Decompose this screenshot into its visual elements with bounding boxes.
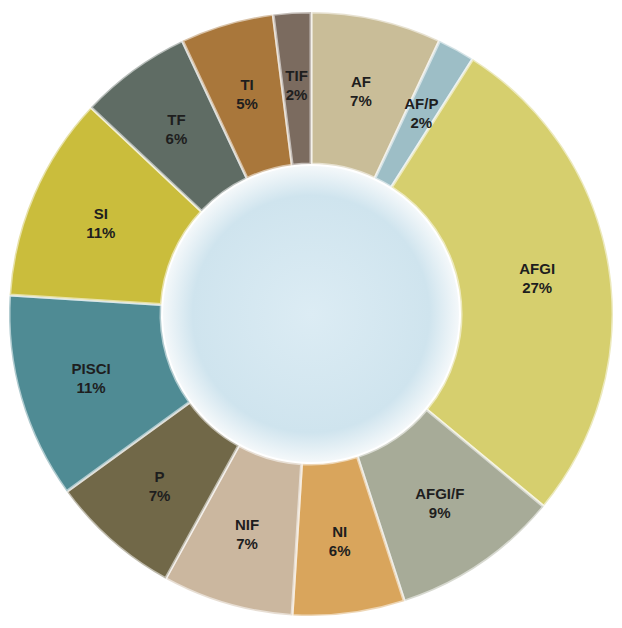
svg-text:TF: TF (167, 111, 185, 128)
svg-text:7%: 7% (149, 487, 171, 504)
svg-text:SI: SI (94, 205, 108, 222)
svg-text:7%: 7% (236, 535, 258, 552)
svg-text:27%: 27% (522, 279, 552, 296)
svg-text:AF: AF (351, 73, 371, 90)
svg-text:PISCI: PISCI (71, 360, 110, 377)
svg-text:6%: 6% (329, 542, 351, 559)
svg-text:NIF: NIF (235, 516, 259, 533)
svg-text:TI: TI (240, 76, 253, 93)
svg-text:TIF: TIF (285, 67, 308, 84)
svg-text:NI: NI (332, 523, 347, 540)
svg-text:AF/P: AF/P (404, 95, 438, 112)
svg-text:11%: 11% (86, 224, 115, 241)
svg-text:9%: 9% (429, 504, 451, 521)
svg-text:P: P (155, 468, 165, 485)
svg-text:2%: 2% (286, 86, 308, 103)
svg-text:5%: 5% (236, 95, 258, 112)
svg-text:7%: 7% (350, 92, 372, 109)
svg-text:11%: 11% (76, 379, 105, 396)
svg-text:6%: 6% (166, 130, 188, 147)
svg-text:2%: 2% (410, 114, 432, 131)
svg-text:AFGI: AFGI (519, 260, 555, 277)
svg-text:AFGI/F: AFGI/F (415, 485, 464, 502)
